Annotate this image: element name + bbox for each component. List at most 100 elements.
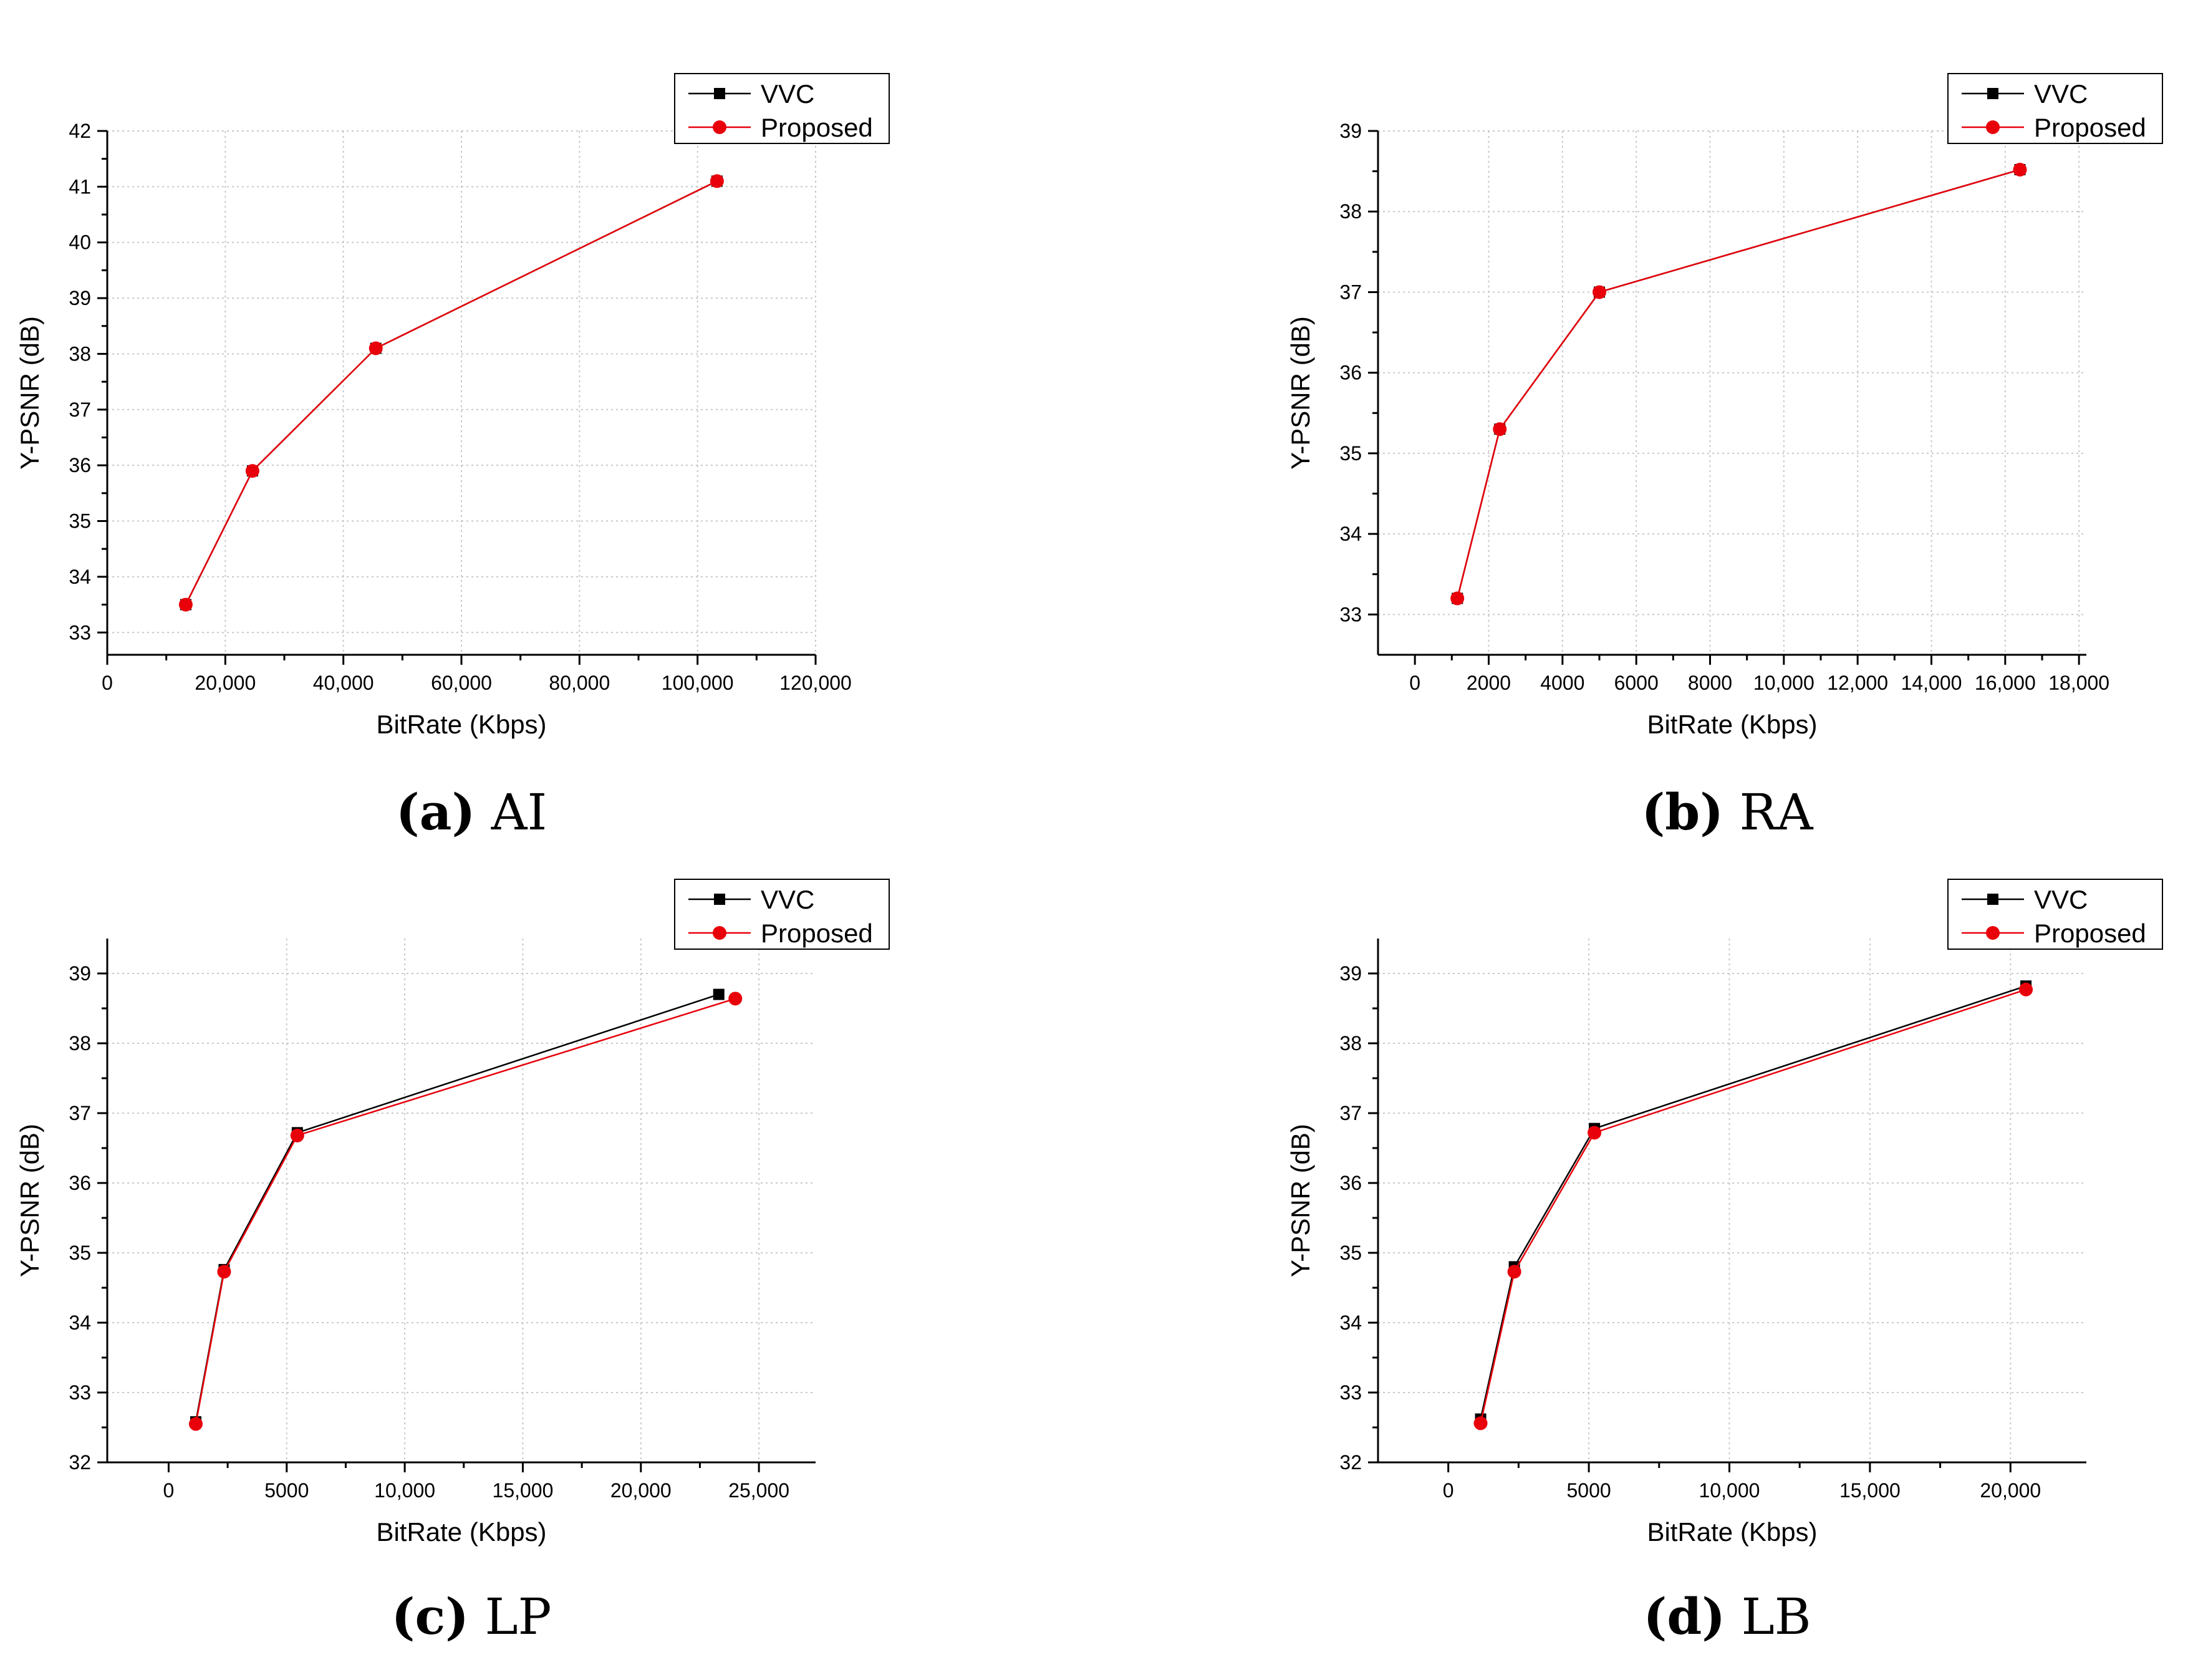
x-tick-label: 20,000 (610, 1479, 672, 1502)
series-line (195, 998, 736, 1424)
y-tick-label: 42 (69, 120, 91, 142)
data-point (2019, 982, 2033, 997)
series-vvc (180, 175, 723, 611)
data-point (1473, 1416, 1488, 1431)
y-tick-label: 38 (1339, 1032, 1362, 1055)
legend-label: Proposed (761, 919, 873, 948)
y-tick-label: 34 (69, 1311, 91, 1334)
series-vvc (1452, 164, 2026, 604)
legend-marker (1986, 926, 2000, 940)
y-tick-label: 39 (69, 962, 91, 985)
grid-lines (1378, 130, 2086, 655)
x-tick-label: 6000 (1614, 672, 1659, 694)
legend-label: VVC (2034, 79, 2088, 109)
legend-marker (1987, 894, 1998, 905)
x-tick-label: 2000 (1467, 672, 1511, 694)
data-point (1507, 1265, 1521, 1279)
data-point (2013, 163, 2027, 177)
grid-lines (107, 939, 816, 1462)
grid-lines (107, 130, 816, 655)
data-point (710, 174, 724, 188)
x-tick-label: 80,000 (549, 672, 610, 694)
x-tick-label: 20,000 (1980, 1479, 2041, 1502)
x-tick-label: 16,000 (1975, 672, 2036, 694)
x-tick-label: 40,000 (313, 672, 374, 694)
legend-box (674, 73, 890, 144)
legend-marker (1986, 120, 2000, 134)
axes: 0 2000 4000 6000 8000 10,000 12,000 14,000 16,00… (1339, 120, 2109, 694)
x-axis-title: BitRate (Kbps) (376, 710, 546, 739)
y-tick-label: 38 (1339, 200, 1362, 223)
chart-panel-lp: 0 5000 10,000 15,000 20,000 25,000 32 33 34 35 36 3… (0, 804, 1094, 1646)
data-point (178, 597, 193, 612)
caption-ai: (a) AI (160, 783, 783, 841)
series-proposed (1450, 163, 2027, 606)
y-tick-label: 36 (69, 454, 91, 476)
x-tick-label: 10,000 (1699, 1479, 1760, 1502)
y-tick-label: 38 (69, 342, 91, 365)
y-tick-label: 32 (69, 1451, 91, 1474)
x-tick-label: 20,000 (195, 672, 256, 694)
y-tick-label: 33 (1339, 603, 1362, 625)
x-tick-label: 4000 (1540, 672, 1584, 694)
caption-label: (c) (391, 1587, 470, 1646)
y-tick-label: 37 (69, 1102, 91, 1124)
caption-text: LP (484, 1588, 552, 1646)
y-tick-label: 40 (69, 231, 91, 254)
x-tick-label: 12,000 (1827, 672, 1888, 694)
legend-marker (1987, 88, 1998, 99)
data-point (1493, 422, 1507, 437)
y-tick-label: 35 (1339, 442, 1362, 465)
caption-label: (a) (395, 783, 476, 841)
x-axis-title: BitRate (Kbps) (1647, 710, 1817, 739)
series-line (1480, 985, 2027, 1419)
data-point (1593, 285, 1606, 299)
data-point (217, 1265, 231, 1279)
legend: VVC Proposed (1947, 879, 2163, 950)
data-point (245, 464, 259, 478)
x-axis-title: BitRate (Kbps) (1647, 1517, 1817, 1547)
data-point (290, 1128, 304, 1142)
y-tick-label: 33 (1339, 1381, 1362, 1404)
y-axis-title: Y-PSNR (dB) (15, 316, 44, 470)
legend-label: VVC (2034, 885, 2088, 914)
legend-label: Proposed (2034, 113, 2146, 142)
x-tick-label: 0 (1443, 1479, 1454, 1502)
legend-marker (714, 894, 725, 905)
caption-text: AI (491, 783, 547, 841)
series-line (185, 180, 718, 606)
y-tick-label: 41 (69, 175, 91, 198)
legend-box (1947, 73, 2163, 144)
y-tick-label: 38 (69, 1032, 91, 1055)
legend-label: Proposed (761, 113, 873, 142)
series-proposed (178, 174, 724, 612)
caption-lb: (d) LB (1415, 1587, 2039, 1646)
x-tick-label: 15,000 (493, 1479, 554, 1502)
x-tick-label: 8000 (1688, 672, 1732, 694)
chart-panel-ai: 0 20,000 40,000 60,000 80,000 100,000 120,000 3… (0, 0, 1094, 841)
y-tick-label: 37 (1339, 281, 1362, 303)
legend-label: Proposed (2034, 919, 2146, 948)
x-tick-label: 0 (1409, 672, 1420, 694)
chart-ra: 0 2000 4000 6000 8000 10,000 12,000 14,000 16,00… (1286, 73, 2163, 739)
x-tick-label: 15,000 (1839, 1479, 1901, 1502)
y-tick-label: 36 (1339, 362, 1362, 384)
data-point (713, 988, 725, 1000)
y-tick-label: 37 (69, 398, 91, 421)
chart-lb: 0 5000 10,000 15,000 20,000 32 33 34 35 36 37 38 39 B… (1286, 879, 2163, 1547)
data-point (189, 1417, 203, 1431)
series-proposed (189, 992, 743, 1431)
series-line (1480, 988, 2027, 1424)
y-tick-label: 35 (69, 510, 91, 533)
data-point (728, 992, 743, 1006)
legend: VVC Proposed (674, 73, 890, 144)
x-tick-label: 100,000 (662, 672, 734, 694)
x-tick-label: 25,000 (728, 1479, 789, 1502)
y-tick-label: 36 (1339, 1172, 1362, 1194)
chart-panel-lb: 0 5000 10,000 15,000 20,000 32 33 34 35 36 37 38 39 B… (1094, 804, 2187, 1646)
caption-ra: (b) RA (1415, 783, 2039, 841)
x-tick-label: 5000 (264, 1479, 309, 1502)
legend-marker (713, 926, 726, 940)
x-tick-label: 10,000 (1753, 672, 1814, 694)
data-point (1588, 1126, 1602, 1140)
